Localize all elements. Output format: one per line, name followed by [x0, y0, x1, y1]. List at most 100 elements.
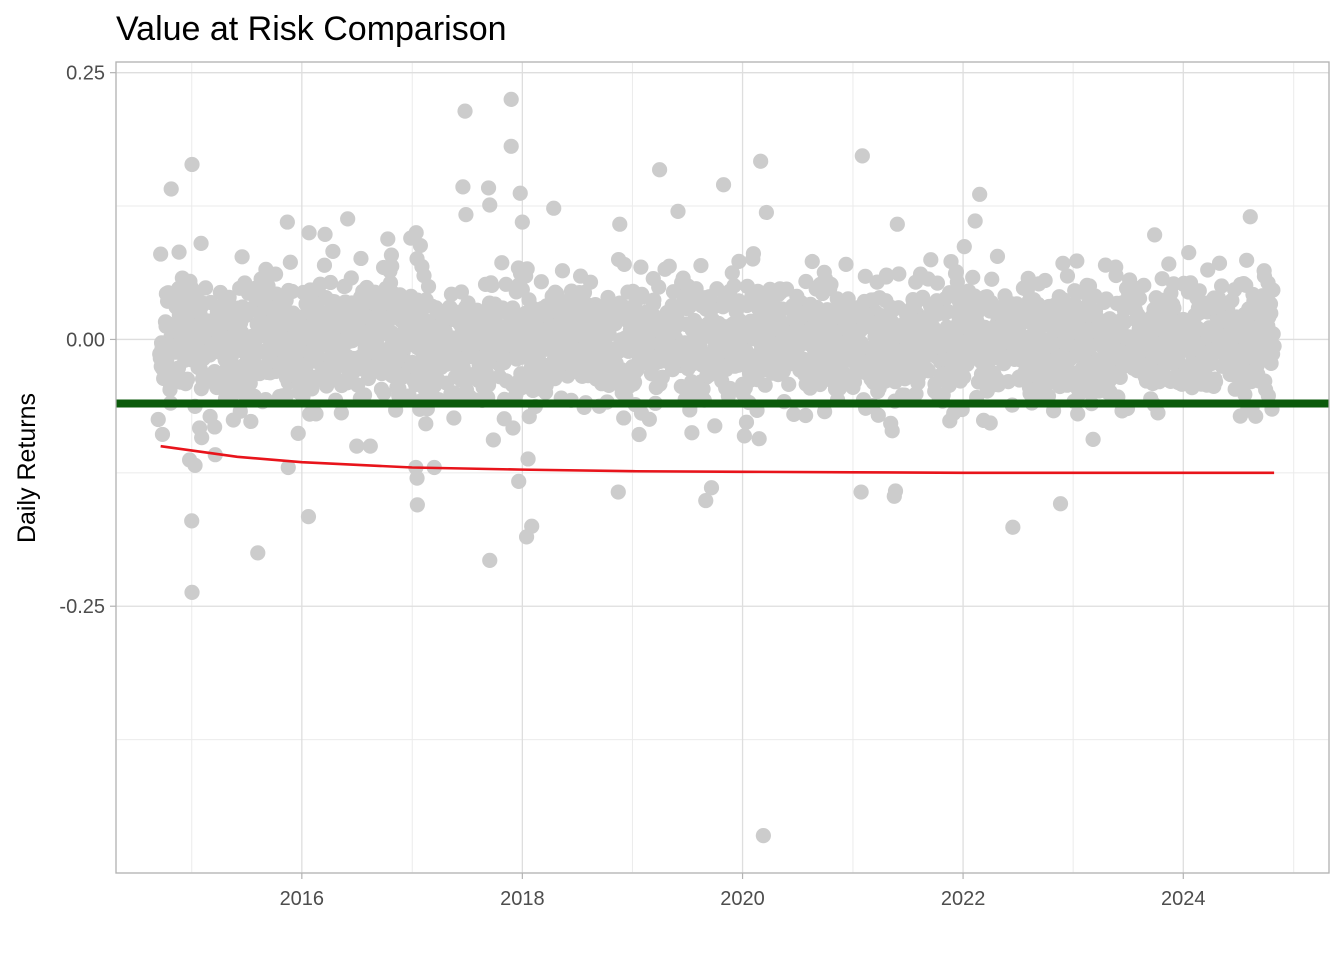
return-point: [194, 430, 210, 446]
return-point: [420, 278, 437, 295]
return-point: [889, 216, 905, 232]
return-point: [193, 235, 209, 252]
return-point: [753, 153, 769, 169]
y-axis-title: Daily Returns: [13, 393, 41, 543]
return-point: [982, 415, 998, 431]
return-point: [920, 363, 936, 379]
return-point: [1248, 408, 1264, 424]
return-point: [153, 246, 169, 262]
return-point: [340, 211, 356, 227]
return-point: [798, 407, 814, 424]
return-point: [1005, 519, 1021, 535]
return-point: [524, 518, 540, 534]
return-point: [376, 385, 392, 401]
return-point: [455, 179, 471, 195]
return-point: [1161, 256, 1177, 272]
return-point: [891, 266, 907, 282]
return-point: [631, 426, 647, 443]
return-point: [838, 256, 854, 272]
return-point: [1181, 244, 1197, 261]
return-point: [1237, 386, 1253, 403]
return-point: [484, 277, 500, 293]
return-point: [234, 249, 250, 265]
return-point: [480, 180, 497, 196]
return-point: [520, 451, 536, 467]
y-tick-label: 0.00: [66, 329, 105, 351]
x-tick-label: 2024: [1161, 888, 1206, 910]
return-point: [503, 91, 519, 107]
return-point: [353, 250, 369, 267]
return-point: [1069, 253, 1085, 269]
return-point: [724, 265, 740, 281]
return-point: [641, 411, 657, 427]
return-point: [533, 274, 549, 290]
return-point: [853, 484, 869, 500]
daily-return-points: [150, 91, 1282, 844]
x-tick-label: 2022: [941, 888, 986, 910]
return-point: [279, 387, 295, 403]
return-point: [633, 259, 649, 275]
return-point: [362, 438, 378, 454]
return-point: [1207, 373, 1224, 390]
return-point: [301, 225, 317, 241]
return-point: [485, 432, 501, 448]
return-point: [989, 248, 1006, 264]
return-point: [693, 257, 709, 274]
return-point: [482, 552, 498, 568]
return-point: [984, 271, 1000, 287]
return-point: [267, 266, 284, 282]
return-point: [163, 181, 179, 197]
return-point: [670, 203, 686, 219]
return-point: [325, 243, 341, 260]
return-point: [1059, 268, 1076, 284]
return-point: [582, 274, 599, 290]
return-point: [896, 387, 913, 403]
return-point: [282, 254, 298, 270]
y-axis: 0.25 0.00 -0.25: [59, 63, 116, 618]
return-point: [969, 303, 986, 320]
panel-border: [115, 61, 1330, 874]
return-point: [480, 377, 497, 393]
return-point: [755, 828, 771, 844]
return-point: [1150, 405, 1166, 421]
return-point: [626, 374, 643, 390]
return-point: [1265, 282, 1281, 298]
return-point: [736, 428, 752, 444]
x-tick-label: 2020: [720, 888, 765, 910]
return-point: [786, 406, 802, 422]
return-point: [1200, 262, 1216, 278]
return-point: [758, 204, 774, 221]
return-point: [684, 425, 700, 441]
return-point: [854, 148, 870, 164]
return-point: [179, 371, 196, 387]
return-point: [408, 225, 424, 241]
minor-gridlines: [116, 62, 1329, 873]
return-point: [857, 268, 873, 284]
y-tick-label: -0.25: [59, 596, 105, 618]
return-point: [612, 216, 628, 232]
return-point: [503, 138, 519, 154]
return-point: [349, 438, 365, 454]
return-point: [290, 425, 306, 441]
return-point: [751, 431, 767, 447]
return-point: [610, 484, 626, 500]
return-point: [243, 413, 259, 430]
return-point: [823, 276, 839, 292]
return-point: [707, 418, 723, 434]
return-point: [187, 457, 203, 473]
return-point: [514, 214, 530, 230]
return-point: [154, 426, 171, 443]
return-point: [478, 365, 495, 381]
return-point: [380, 231, 396, 247]
return-point: [446, 410, 462, 426]
plot-panel: [115, 61, 1330, 874]
return-point: [726, 278, 742, 294]
return-point: [1265, 326, 1281, 342]
return-point: [1037, 272, 1053, 289]
return-point: [804, 253, 820, 270]
return-point: [356, 387, 373, 403]
return-point: [171, 244, 187, 260]
return-point: [1116, 314, 1133, 330]
return-point: [738, 414, 755, 430]
